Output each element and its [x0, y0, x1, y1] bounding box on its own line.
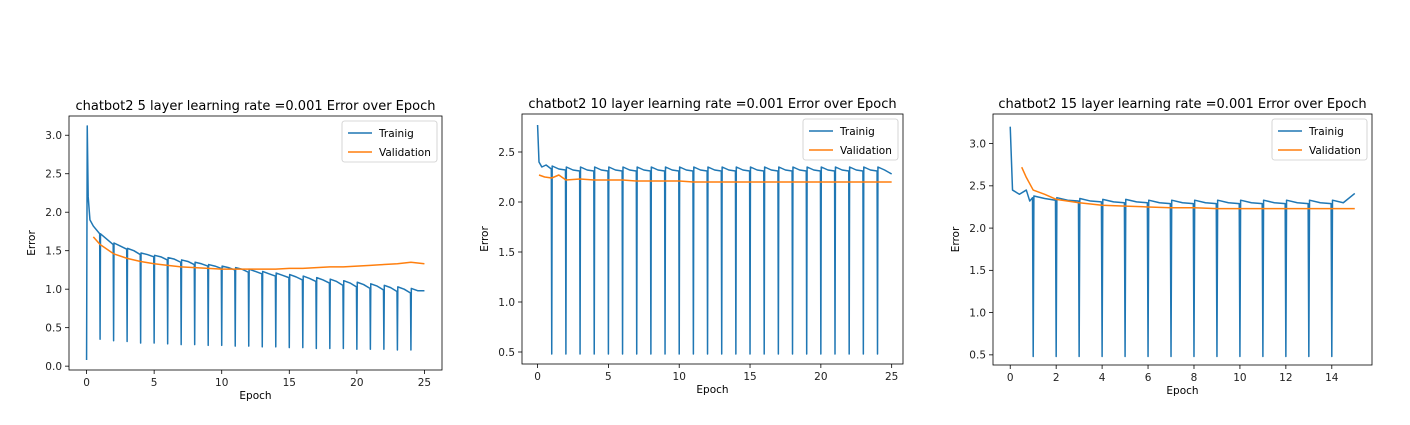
- y-tick-label: 2.0: [45, 207, 62, 219]
- series-line-validation: [92, 236, 425, 270]
- series-line-trainig: [536, 124, 893, 355]
- y-axis-label: Error: [950, 226, 962, 252]
- x-tick-label: 0: [83, 377, 90, 389]
- plot-frame: [68, 115, 443, 371]
- y-tick-label: 2.5: [969, 181, 986, 193]
- x-tick-label: 10: [1233, 372, 1246, 384]
- chart-15-layer: 0 2 4 6 8 10 12 14 0.5 1.0 1.5 2.0 2.5 3.0 chatbot2 15…: [950, 97, 1373, 397]
- x-axis-label: Epoch: [239, 390, 271, 402]
- x-tick-label: 15: [283, 377, 296, 389]
- chart-10-layer: 0 5 10 15 20 25 0.5 1.0 1.5 2.0 2.5 chatbot2 10 lay…: [479, 97, 904, 396]
- x-tick-label: 14: [1325, 372, 1339, 384]
- legend: Trainig Validation: [341, 120, 438, 163]
- x-tick-label: 4: [1099, 372, 1106, 384]
- legend-label-trainig: Trainig: [1308, 126, 1344, 138]
- legend: Trainig Validation: [802, 118, 899, 161]
- plot-frame: [992, 113, 1373, 366]
- legend-label-trainig: Trainig: [839, 126, 875, 138]
- chart-title: chatbot2 10 layer learning rate =0.001 E…: [528, 97, 896, 112]
- x-tick-label: 10: [215, 377, 228, 389]
- x-tick-label: 0: [1007, 372, 1014, 384]
- x-axis-label: Epoch: [1166, 385, 1198, 397]
- y-tick-label: 0.0: [45, 361, 62, 373]
- legend-label-trainig: Trainig: [378, 128, 414, 140]
- y-tick-label: 1.0: [45, 284, 62, 296]
- y-tick-label: 2.5: [45, 169, 62, 181]
- chart-5-layer: 0 5 10 15 20 25 0.0 0.5 1.0 1.5 2.0 2.5 3.0 chatbot2 …: [26, 99, 443, 402]
- y-tick-label: 1.0: [498, 297, 515, 309]
- x-tick-label: 0: [534, 371, 541, 383]
- plot-frame: [521, 113, 904, 365]
- y-tick-label: 0.5: [498, 347, 515, 359]
- y-tick-label: 1.5: [498, 247, 515, 259]
- x-tick-label: 10: [673, 371, 686, 383]
- x-tick-label: 25: [418, 377, 431, 389]
- x-axis-label: Epoch: [696, 384, 728, 396]
- legend-label-validation: Validation: [1309, 145, 1361, 157]
- x-tick-label: 12: [1279, 372, 1292, 384]
- y-tick-label: 1.5: [969, 265, 986, 277]
- chart-title: chatbot2 5 layer learning rate =0.001 Er…: [75, 99, 435, 114]
- y-tick-label: 1.5: [45, 245, 62, 257]
- y-tick-label: 0.5: [969, 350, 986, 362]
- legend: Trainig Validation: [1271, 118, 1368, 161]
- x-tick-label: 15: [743, 371, 756, 383]
- y-tick-label: 1.0: [969, 307, 986, 319]
- y-axis-label: Error: [479, 226, 491, 252]
- chart-title: chatbot2 15 layer learning rate =0.001 E…: [998, 97, 1366, 112]
- y-tick-label: 2.0: [498, 197, 515, 209]
- x-tick-label: 5: [605, 371, 612, 383]
- legend-label-validation: Validation: [379, 147, 431, 159]
- y-tick-label: 2.5: [498, 147, 515, 159]
- y-tick-label: 2.0: [969, 223, 986, 235]
- x-tick-label: 6: [1145, 372, 1152, 384]
- x-tick-label: 20: [814, 371, 827, 383]
- y-tick-label: 3.0: [45, 130, 62, 142]
- y-axis-label: Error: [26, 230, 38, 256]
- y-tick-label: 3.0: [969, 138, 986, 150]
- series-line-trainig: [85, 125, 425, 360]
- y-tick-label: 0.5: [45, 322, 62, 334]
- x-tick-label: 20: [350, 377, 363, 389]
- x-tick-label: 8: [1191, 372, 1198, 384]
- legend-label-validation: Validation: [840, 145, 892, 157]
- x-tick-label: 25: [885, 371, 898, 383]
- x-tick-label: 2: [1053, 372, 1060, 384]
- series-line-validation: [1021, 166, 1355, 210]
- x-tick-label: 5: [151, 377, 158, 389]
- series-line-trainig: [1009, 126, 1356, 358]
- series-line-validation: [538, 174, 892, 183]
